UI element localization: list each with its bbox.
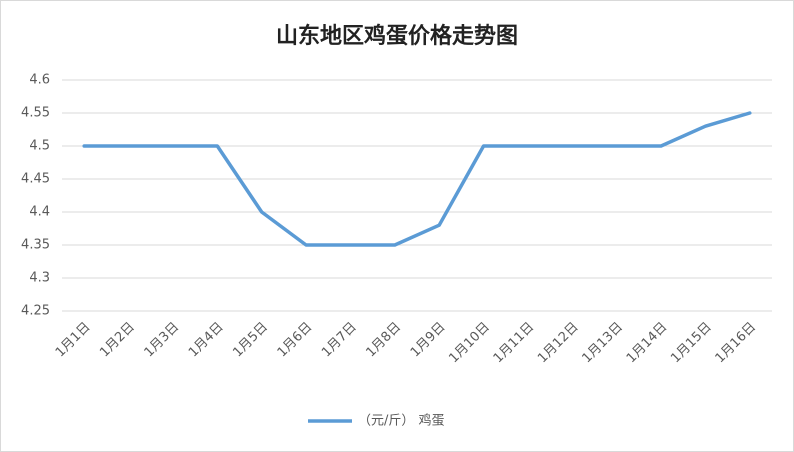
y-tick-label: 4.55 <box>21 106 50 121</box>
y-tick-label: 4.45 <box>21 172 50 187</box>
y-tick-label: 4.3 <box>29 271 50 286</box>
legend-label: （元/斤） 鸡蛋 <box>358 413 445 429</box>
chart-title: 山东地区鸡蛋价格走势图 <box>276 23 518 49</box>
y-tick-label: 4.6 <box>29 73 50 88</box>
y-tick-label: 4.5 <box>29 139 50 154</box>
y-tick-label: 4.4 <box>29 205 50 220</box>
data-line <box>82 111 752 247</box>
y-tick-label: 4.25 <box>21 304 50 319</box>
y-tick-label: 4.35 <box>21 238 50 253</box>
